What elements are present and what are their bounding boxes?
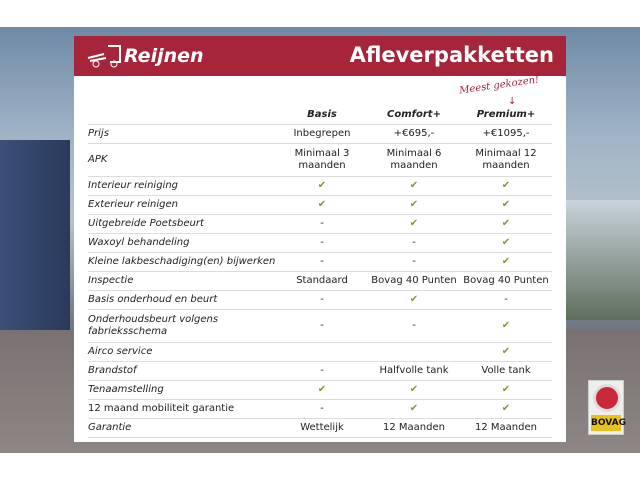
column-premium: Premium+ (460, 106, 552, 125)
most-chosen-annotation: Meest gekozen! (458, 74, 540, 97)
check-icon: ✔ (368, 399, 460, 419)
cell-value: +€695,- (368, 124, 460, 144)
cell-value: - (460, 290, 552, 310)
cell-value: - (276, 361, 368, 381)
row-label: Airco service (88, 342, 276, 362)
check-icon: ✔ (460, 380, 552, 400)
column-comfort: Comfort+ (368, 106, 460, 125)
cell-value: Minimaal 3 maanden (276, 143, 368, 177)
bovag-logo: BOVAG (588, 380, 626, 435)
cell-value: - (276, 399, 368, 419)
check-icon: ✔ (368, 214, 460, 234)
check-icon: ✔ (460, 309, 552, 343)
bovag-emblem-icon (593, 384, 621, 412)
check-icon: ✔ (460, 195, 552, 215)
row-label: Waxoyl behandeling (88, 233, 276, 253)
cell-value: - (368, 252, 460, 272)
table-row: APK Minimaal 3 maanden Minimaal 6 maanden M… (88, 143, 552, 177)
table-row: 12 maand mobiliteit garantie - ✔ ✔ (88, 399, 552, 419)
check-icon: ✔ (460, 233, 552, 253)
row-label: Interieur reiniging (88, 176, 276, 196)
check-icon: ✔ (276, 195, 368, 215)
table-row: Basis onderhoud en beurt - ✔ - (88, 290, 552, 310)
trees (566, 200, 640, 320)
table-row: Prijs Inbegrepen +€695,- +€1095,- (88, 124, 552, 144)
cell-value: Bovag 40 Punten (460, 271, 552, 291)
check-icon: ✔ (460, 342, 552, 362)
table-row: Interieur reiniging ✔ ✔ ✔ (88, 176, 552, 196)
building (0, 140, 70, 340)
cell-value: Minimaal 6 maanden (368, 143, 460, 177)
cell-value: - (276, 290, 368, 310)
check-icon: ✔ (368, 380, 460, 400)
table-row: Uitgebreide Poetsbeurt - ✔ ✔ (88, 214, 552, 234)
package-card: Reijnen Afleverpakketten Meest gekozen! … (74, 36, 566, 442)
cell-value: - (276, 233, 368, 253)
cell-value: Halfvolle tank (368, 361, 460, 381)
row-label: Onderhoudsbeurt volgens fabrieksschema (88, 309, 276, 343)
table-row: Exterieur reinigen ✔ ✔ ✔ (88, 195, 552, 215)
check-icon: ✔ (460, 176, 552, 196)
cell-value: - (368, 309, 460, 343)
cell-value: 12 Maanden (460, 418, 552, 438)
check-icon: ✔ (368, 290, 460, 310)
check-icon: ✔ (460, 214, 552, 234)
cell-value (276, 342, 368, 362)
arrow-down-icon: ↓ (508, 96, 517, 107)
cell-value: Volle tank (460, 361, 552, 381)
cell-value: - (276, 252, 368, 272)
cell-value: Inbegrepen (276, 124, 368, 144)
reijnen-logo: Reijnen (86, 42, 204, 70)
cell-value (368, 342, 460, 362)
cell-value: - (276, 214, 368, 234)
column-basis: Basis (276, 106, 368, 125)
table-row: Tenaamstelling ✔ ✔ ✔ (88, 380, 552, 400)
table-row: Brandstof - Halfvolle tank Volle tank (88, 361, 552, 381)
cell-value: Standaard (276, 271, 368, 291)
row-label: APK (88, 143, 276, 177)
row-label: Basis onderhoud en beurt (88, 290, 276, 310)
packages-table: Basis Comfort+ Premium+ Prijs Inbegrepen +… (88, 106, 552, 438)
row-label: Prijs (88, 124, 276, 144)
table-row: Waxoyl behandeling - - ✔ (88, 233, 552, 253)
page-title: Afleverpakketten (349, 43, 554, 67)
cell-value: 12 Maanden (368, 418, 460, 438)
row-label: Garantie (88, 418, 276, 438)
row-label: Exterieur reinigen (88, 195, 276, 215)
table-row: Airco service ✔ (88, 342, 552, 362)
car-logo-icon (87, 45, 121, 68)
card-header: Reijnen Afleverpakketten (74, 36, 566, 76)
row-label: Uitgebreide Poetsbeurt (88, 214, 276, 234)
row-label: Tenaamstelling (88, 380, 276, 400)
cell-value: +€1095,- (460, 124, 552, 144)
row-label: Brandstof (88, 361, 276, 381)
check-icon: ✔ (460, 252, 552, 272)
check-icon: ✔ (276, 380, 368, 400)
cell-value: Minimaal 12 maanden (460, 143, 552, 177)
row-label: Kleine lakbeschadiging(en) bijwerken (88, 252, 276, 272)
table-row: Kleine lakbeschadiging(en) bijwerken - - ✔ (88, 252, 552, 272)
check-icon: ✔ (276, 176, 368, 196)
check-icon: ✔ (368, 195, 460, 215)
cell-value: - (368, 233, 460, 253)
row-label: 12 maand mobiliteit garantie (88, 399, 276, 419)
table-row: Onderhoudsbeurt volgens fabrieksschema - -… (88, 309, 552, 343)
table-row: Inspectie Standaard Bovag 40 Punten Bovag 4… (88, 271, 552, 291)
check-icon: ✔ (460, 399, 552, 419)
check-icon: ✔ (368, 176, 460, 196)
cell-value: - (276, 309, 368, 343)
row-label: Inspectie (88, 271, 276, 291)
cell-value: Wettelijk (276, 418, 368, 438)
table-row: Garantie Wettelijk 12 Maanden 12 Maanden (88, 418, 552, 438)
cell-value: Bovag 40 Punten (368, 271, 460, 291)
